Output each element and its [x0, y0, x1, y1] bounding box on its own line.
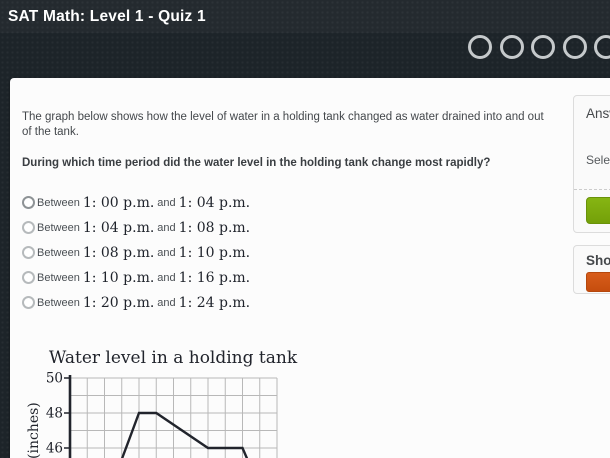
- radio-button-3[interactable]: [22, 246, 35, 259]
- option-label-pre: Between: [37, 296, 80, 309]
- option-row-3[interactable]: Between 1: 08 p.m. and 1: 10 p.m.: [22, 240, 382, 265]
- option-label-pre: Between: [37, 246, 80, 259]
- option-label-time: 1: 00 p.m.: [82, 194, 155, 211]
- progress-dot-4: [562, 35, 587, 59]
- quiz-title: SAT Math: Level 1 - Quiz 1: [8, 8, 206, 25]
- progress-dot-1: [468, 35, 492, 59]
- water-level-chart: Water level in a holding tank (inches) 5…: [20, 340, 320, 458]
- water-level-line: [120, 411, 249, 458]
- radio-button-2[interactable]: [22, 221, 35, 234]
- option-label-time: 1: 10 p.m.: [82, 269, 155, 286]
- option-label-time: 1: 16 p.m.: [178, 269, 251, 286]
- show-panel-title: Show: [586, 253, 610, 268]
- option-label-mid: and: [157, 296, 176, 309]
- chart-title: Water level in a holding tank: [49, 348, 298, 368]
- option-label-mid: and: [157, 271, 176, 284]
- show-panel: Show: [573, 245, 610, 294]
- option-label-time: 1: 10 p.m.: [178, 244, 251, 261]
- option-label-mid: and: [157, 246, 176, 259]
- check-answer-button[interactable]: [586, 197, 610, 224]
- option-label-time: 1: 04 p.m.: [178, 194, 251, 211]
- radio-button-5[interactable]: [22, 296, 35, 309]
- option-label-time: 1: 20 p.m.: [82, 294, 155, 311]
- radio-button-4[interactable]: [22, 271, 35, 284]
- progress-dot-2: [499, 35, 524, 59]
- radio-button-1[interactable]: [22, 196, 35, 209]
- answer-panel-title: Answer: [586, 106, 610, 121]
- option-label-pre: Between: [37, 221, 80, 234]
- progress-dot-5: [594, 35, 610, 59]
- question-prompt: The graph below shows how the level of w…: [22, 111, 544, 138]
- options-list: Between 1: 00 p.m. and 1: 04 p.m. Betwee…: [22, 190, 382, 315]
- progress-dot-3: [531, 35, 555, 59]
- answer-panel: Answer Select: [573, 95, 610, 233]
- option-label-mid: and: [157, 221, 176, 234]
- option-label-time: 1: 08 p.m.: [178, 219, 251, 236]
- option-row-5[interactable]: Between 1: 20 p.m. and 1: 24 p.m.: [22, 290, 382, 315]
- quiz-header: SAT Math: Level 1 - Quiz 1: [0, 0, 610, 78]
- option-row-4[interactable]: Between 1: 10 p.m. and 1: 16 p.m.: [22, 265, 382, 290]
- option-label-pre: Between: [37, 271, 80, 284]
- answer-panel-subtitle: Select: [586, 153, 610, 167]
- y-tick-label-50: 50: [46, 371, 63, 387]
- progress-dots: [468, 35, 610, 61]
- question-card: The graph below shows how the level of w…: [10, 78, 610, 458]
- option-label-time: 1: 04 p.m.: [82, 219, 155, 236]
- option-row-2[interactable]: Between 1: 04 p.m. and 1: 08 p.m.: [22, 215, 382, 240]
- water-level-chart-svg: Water level in a holding tank (inches) 5…: [26, 348, 298, 458]
- option-label-time: 1: 08 p.m.: [82, 244, 155, 261]
- show-solution-button[interactable]: [586, 272, 610, 292]
- option-label-mid: and: [157, 196, 176, 209]
- question-text: During which time period did the water l…: [22, 157, 491, 169]
- chart-y-axis-label: (inches): [26, 402, 42, 458]
- y-tick-label-46: 46: [46, 441, 63, 457]
- option-label-time: 1: 24 p.m.: [178, 294, 251, 311]
- panel-separator: [574, 189, 610, 190]
- y-tick-label-48: 48: [46, 406, 63, 422]
- option-row-1[interactable]: Between 1: 00 p.m. and 1: 04 p.m.: [22, 190, 382, 215]
- option-label-pre: Between: [37, 196, 80, 209]
